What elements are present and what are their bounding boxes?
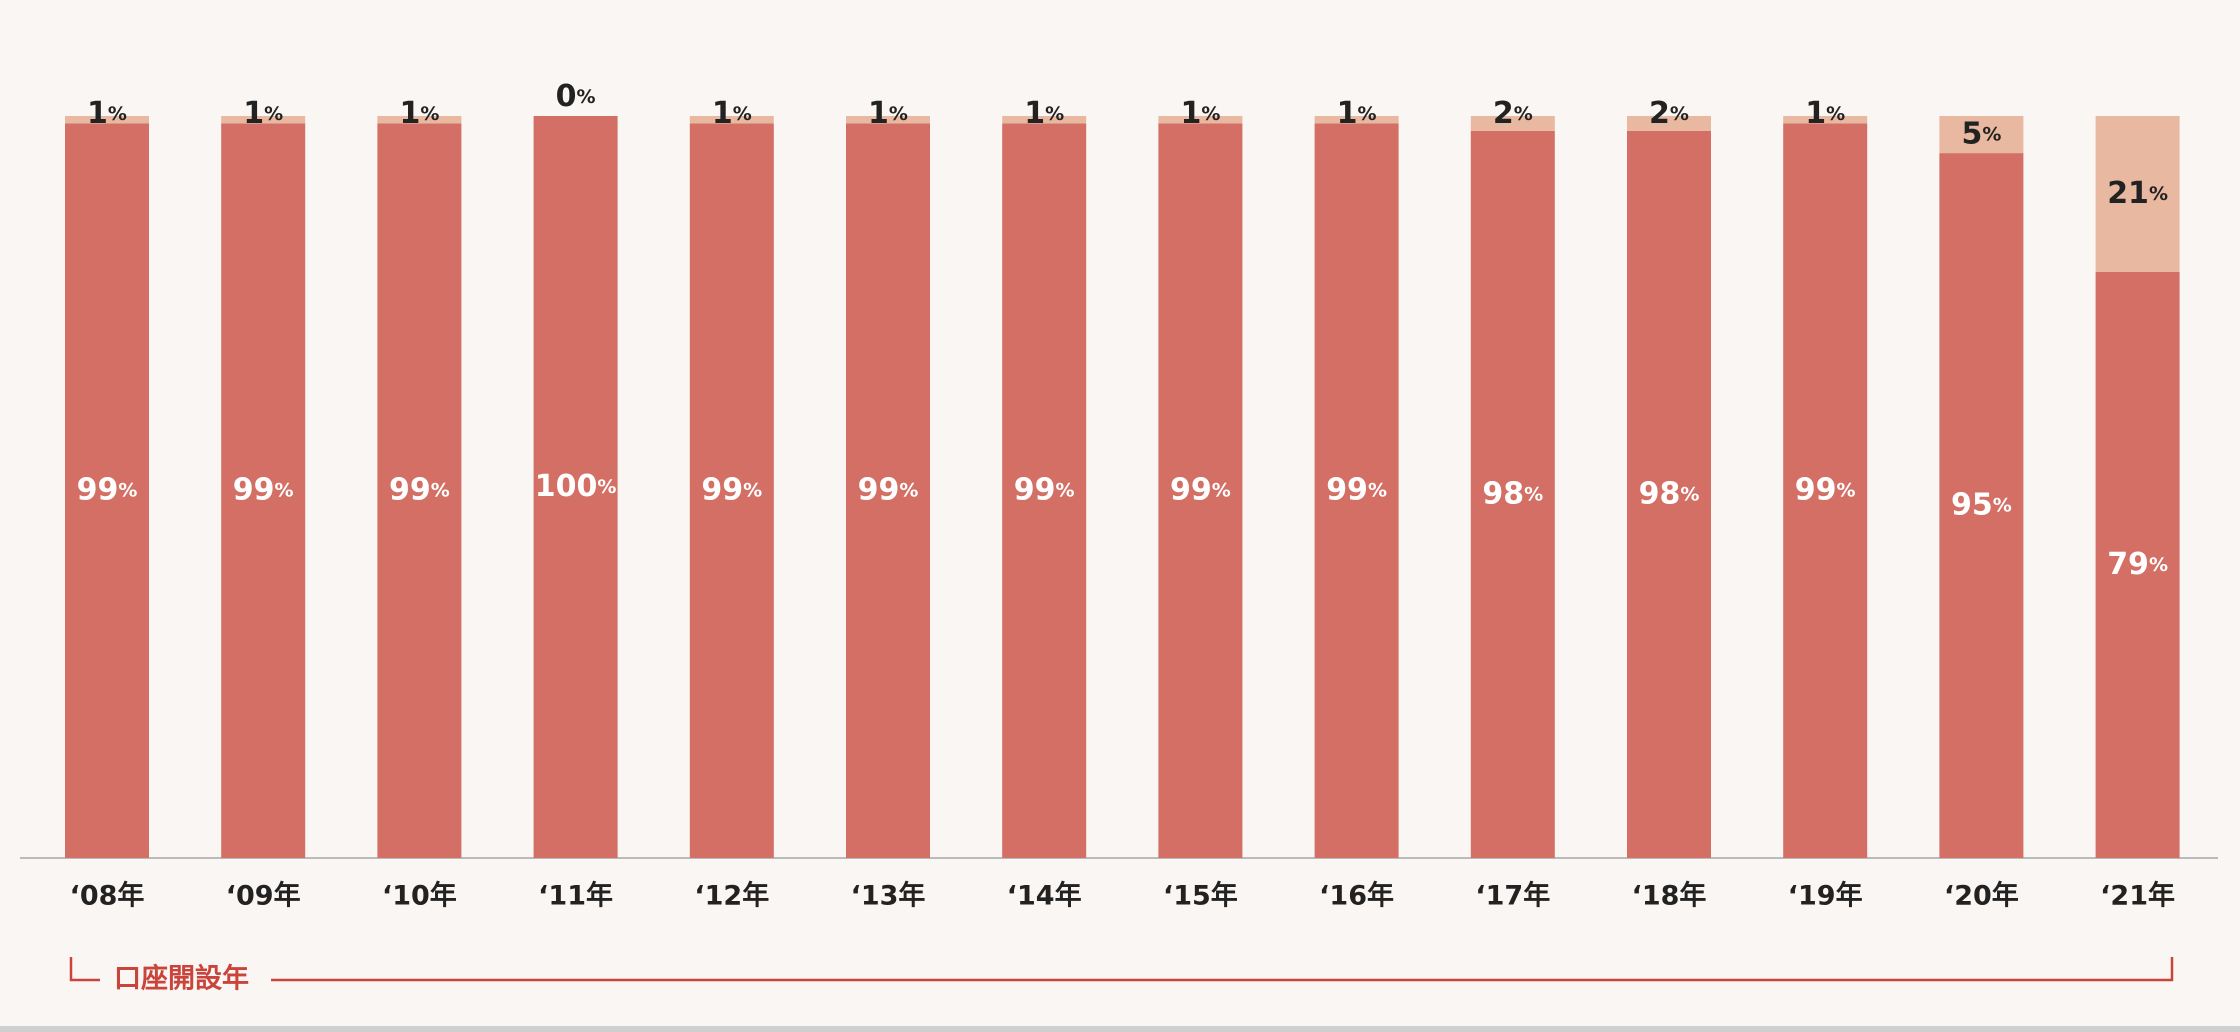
- bar-segment: [1470, 116, 1555, 131]
- value-label: 1%: [1180, 96, 1220, 131]
- x-tick-label: ‘19年: [1788, 880, 1863, 912]
- value-label: 98%: [1482, 476, 1543, 511]
- bar-segment: [1314, 123, 1399, 859]
- value-label: 1%: [243, 96, 283, 131]
- value-label: 1%: [1337, 96, 1377, 131]
- bar-segment: [1002, 116, 1087, 124]
- x-axis-label: 口座開設年: [114, 963, 249, 995]
- bar-segment: [1470, 130, 1555, 859]
- x-tick-label: ‘12年: [694, 880, 769, 912]
- bar-segment: [1783, 116, 1868, 124]
- bar-segment: [1002, 123, 1087, 859]
- value-label: 1%: [87, 96, 127, 131]
- bar-segment: [1627, 116, 1711, 131]
- value-label: 1%: [868, 96, 908, 131]
- bar-segment: [377, 123, 462, 859]
- x-tick-label: ‘15年: [1163, 880, 1238, 912]
- value-label: 99%: [233, 472, 294, 507]
- x-axis-bracket: [69, 957, 2174, 982]
- bar-segment: [1158, 123, 1243, 859]
- bar-segment: [221, 116, 306, 124]
- bar-segment: [65, 116, 149, 124]
- value-label: 100%: [535, 469, 617, 504]
- bar-segment: [1939, 153, 2024, 859]
- bar-segment: [533, 116, 618, 858]
- value-label: 2%: [1649, 96, 1689, 131]
- x-tick-label: ‘09年: [226, 880, 301, 912]
- x-tick-label: ‘16年: [1319, 880, 1394, 912]
- bottom-strip: [0, 1026, 2240, 1032]
- bar-segment: [689, 116, 774, 124]
- value-label: 5%: [1961, 116, 2001, 151]
- bar-segment: [1314, 116, 1399, 124]
- bar-segment: [1783, 123, 1868, 859]
- bar-segment: [221, 123, 306, 859]
- bar-segment: [1939, 116, 2024, 154]
- x-tick-label: ‘21年: [2100, 880, 2175, 912]
- bar-segment: [846, 116, 930, 124]
- x-tick-label: ‘14年: [1007, 880, 1082, 912]
- value-label: 0%: [556, 79, 596, 114]
- bar-segment: [377, 116, 462, 124]
- value-label: 99%: [1014, 472, 1075, 507]
- value-label: 99%: [1170, 472, 1231, 507]
- x-tick-label: ‘10年: [382, 880, 457, 912]
- x-tick-label: ‘20年: [1944, 880, 2019, 912]
- value-label: 98%: [1639, 476, 1700, 511]
- x-tick-label: ‘18年: [1632, 880, 1707, 912]
- value-label: 99%: [1795, 472, 1856, 507]
- value-label: 99%: [77, 472, 138, 507]
- x-tick-label: ‘11年: [538, 880, 613, 912]
- value-label: 99%: [858, 472, 919, 507]
- bar-segment: [2095, 116, 2180, 272]
- value-label: 1%: [399, 96, 439, 131]
- bar-segment: [1627, 130, 1711, 859]
- value-label: 1%: [1805, 96, 1845, 131]
- value-label: 21%: [2107, 175, 2168, 210]
- bar-segment: [689, 123, 774, 859]
- bar-segment: [846, 123, 930, 859]
- value-label: 1%: [1024, 96, 1064, 131]
- x-tick-label: ‘13年: [851, 880, 926, 912]
- bar-segment: [2095, 271, 2180, 858]
- value-label: 1%: [712, 96, 752, 131]
- value-label: 99%: [389, 472, 450, 507]
- value-label: 79%: [2107, 546, 2168, 581]
- x-tick-label: ‘17年: [1475, 880, 1550, 912]
- value-label: 95%: [1951, 487, 2012, 522]
- value-label: 2%: [1493, 96, 1533, 131]
- x-tick-label: ‘08年: [70, 880, 145, 912]
- bar-segment: [65, 123, 149, 859]
- value-label: 99%: [701, 472, 762, 507]
- bar-segment: [1158, 116, 1243, 124]
- value-label: 99%: [1326, 472, 1387, 507]
